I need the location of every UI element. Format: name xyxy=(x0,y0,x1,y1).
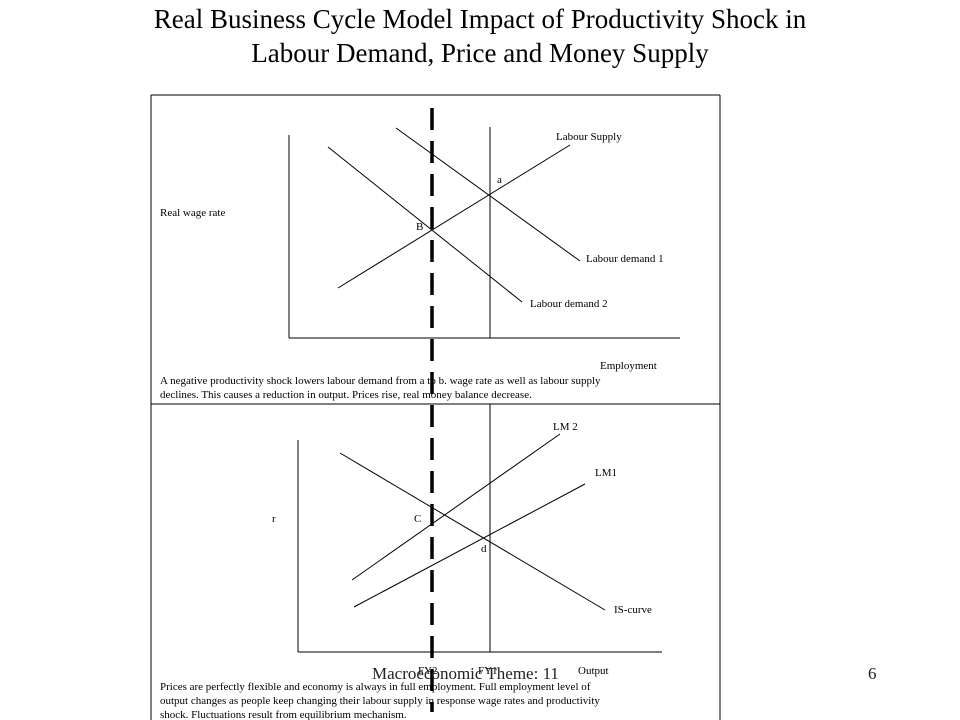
labour-demand-2-curve xyxy=(327,146,523,303)
is-curve-label: IS-curve xyxy=(614,604,652,616)
labour-supply-label: Labour Supply xyxy=(556,131,622,143)
title-line-2: Labour Demand, Price and Money Supply xyxy=(251,38,709,68)
employment-label: Employment xyxy=(600,360,657,372)
footer-theme: Macroeconomic Theme: 11 xyxy=(372,664,559,683)
bottom-caption-line-2: output changes as people keep changing t… xyxy=(160,695,600,707)
point-b-label: B xyxy=(416,221,423,233)
point-d-label: d xyxy=(481,543,487,555)
lm1-curve xyxy=(353,483,586,608)
labour-market-panel: Real wage rate Employment Labour Supply … xyxy=(160,127,680,401)
is-curve xyxy=(339,452,606,611)
lm2-curve xyxy=(351,433,561,581)
lm2-label: LM 2 xyxy=(553,421,578,433)
title-line-1: Real Business Cycle Model Impact of Prod… xyxy=(153,4,807,34)
fy1-tick-label: FY1 xyxy=(478,665,498,677)
bottom-caption-line-3: shock. Fluctuations result from equilibr… xyxy=(160,709,407,720)
top-caption-line-1: A negative productivity shock lowers lab… xyxy=(160,375,601,387)
bottom-caption-line-1: Prices are perfectly flexible and econom… xyxy=(160,681,591,693)
labour-demand-1-label: Labour demand 1 xyxy=(586,253,664,265)
point-a-label: a xyxy=(497,174,502,186)
point-c-label: C xyxy=(414,513,421,525)
slide-title: Real Business Cycle Model Impact of Prod… xyxy=(60,2,900,70)
output-label: Output xyxy=(578,665,609,677)
r-axis-label: r xyxy=(272,513,276,525)
top-caption-line-2: declines. This causes a reduction in out… xyxy=(160,389,532,401)
labour-demand-1-curve xyxy=(395,127,581,262)
real-wage-rate-label: Real wage rate xyxy=(160,207,225,219)
lm1-label: LM1 xyxy=(595,467,617,479)
labour-demand-2-label: Labour demand 2 xyxy=(530,298,608,310)
labour-supply-curve xyxy=(337,144,571,289)
is-lm-panel: r LM 2 LM1 IS-curve C d FY2 FY1 Output P… xyxy=(160,404,662,720)
page-number: 6 xyxy=(868,664,877,683)
